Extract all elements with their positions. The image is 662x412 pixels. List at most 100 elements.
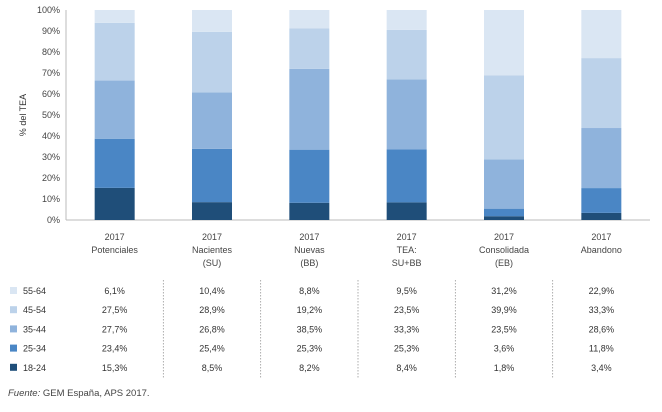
legend-swatch-25-34 — [10, 344, 17, 352]
category-name-label: Consolidada — [479, 245, 529, 255]
category-year-label: 2017 — [494, 232, 514, 242]
bar-segment-35-44 — [386, 79, 427, 150]
y-tick-label: 40% — [42, 131, 60, 141]
bar-segment-55-64 — [192, 10, 232, 32]
source-text: GEM España, APS 2017. — [40, 388, 150, 399]
bar-segment-55-64 — [289, 10, 330, 29]
table-cell-value: 33,3% — [394, 324, 420, 334]
bar-segment-35-44 — [94, 80, 135, 139]
bar-segment-45-54 — [192, 31, 232, 93]
table-cell-value: 8,2% — [299, 363, 320, 373]
y-tick-label: 70% — [42, 68, 60, 78]
legend-label: 55-64 — [23, 286, 46, 296]
bar-segment-45-54 — [581, 58, 622, 129]
bar-segment-35-44 — [192, 92, 232, 149]
bar-segment-25-34 — [94, 138, 135, 188]
table-cell-value: 23,5% — [394, 305, 420, 315]
legend-swatch-35-44 — [10, 325, 17, 333]
y-tick-label: 60% — [42, 89, 60, 99]
table-cell-value: 27,7% — [102, 324, 128, 334]
bar-segment-25-34 — [386, 149, 427, 203]
table-cell-value: 39,9% — [491, 305, 517, 315]
bar-segment-25-34 — [581, 188, 622, 213]
table-cell-value: 6,1% — [104, 286, 125, 296]
bar-segment-25-34 — [192, 148, 232, 203]
bar-segment-18-24 — [289, 202, 330, 220]
category-name-label: Potenciales — [91, 245, 138, 255]
table-cell-value: 1,8% — [494, 363, 515, 373]
category-year-label: 2017 — [105, 232, 125, 242]
table-cell-value: 8,4% — [396, 363, 417, 373]
bar-segment-45-54 — [289, 28, 330, 69]
table-cell-value: 10,4% — [199, 286, 225, 296]
table-cell-value: 31,2% — [491, 286, 517, 296]
table-cell-value: 8,5% — [202, 363, 223, 373]
table-cell-value: 28,6% — [589, 324, 615, 334]
table-cell-value: 15,3% — [102, 363, 128, 373]
category-name-label: TEA: — [397, 245, 417, 255]
y-tick-label: 0% — [47, 215, 60, 225]
legend-label: 18-24 — [23, 363, 46, 373]
table-cell-value: 3,4% — [591, 363, 612, 373]
bar-segment-55-64 — [484, 10, 524, 76]
source-note: Fuente: GEM España, APS 2017. — [8, 388, 150, 399]
category-year-label: 2017 — [299, 232, 319, 242]
legend-swatch-18-24 — [10, 363, 17, 371]
category-name-label: Nacientes — [192, 245, 233, 255]
bar-segment-35-44 — [289, 68, 330, 150]
table-cell-value: 25,3% — [394, 344, 420, 354]
table-cell-value: 23,4% — [102, 344, 128, 354]
legend-label: 35-44 — [23, 324, 46, 334]
bar-segment-18-24 — [386, 202, 427, 220]
y-tick-label: 80% — [42, 47, 60, 57]
source-label: Fuente: — [8, 388, 41, 399]
table-cell-value: 38,5% — [297, 324, 323, 334]
y-tick-label: 20% — [42, 173, 60, 183]
bar-segment-45-54 — [94, 22, 135, 81]
y-tick-label: 90% — [42, 26, 60, 36]
bar-segment-35-44 — [581, 128, 622, 189]
y-tick-label: 100% — [37, 5, 60, 15]
table-cell-value: 28,9% — [199, 305, 225, 315]
bar-segment-55-64 — [581, 10, 622, 59]
table-cell-value: 25,4% — [199, 344, 225, 354]
category-subname-label: (EB) — [495, 258, 513, 268]
category-name-label: Abandono — [581, 245, 622, 255]
bar-segment-25-34 — [484, 208, 524, 217]
bar-segment-55-64 — [94, 10, 135, 23]
category-subname-label: (BB) — [300, 258, 318, 268]
legend-swatch-45-54 — [10, 306, 17, 314]
bar-segment-18-24 — [484, 216, 524, 220]
legend-label: 45-54 — [23, 305, 46, 315]
table-cell-value: 8,8% — [299, 286, 320, 296]
legend-label: 25-34 — [23, 344, 46, 354]
bar-segment-55-64 — [386, 10, 427, 30]
table-cell-value: 9,5% — [396, 286, 417, 296]
legend-swatch-55-64 — [10, 287, 17, 294]
bar-segment-18-24 — [192, 202, 232, 220]
table-cell-value: 22,9% — [589, 286, 615, 296]
bar-segment-45-54 — [484, 75, 524, 160]
category-subname-label: (SU) — [203, 258, 222, 268]
category-subname-label: SU+BB — [392, 258, 422, 268]
y-tick-label: 50% — [42, 110, 60, 120]
bar-segment-35-44 — [484, 159, 524, 209]
bar-segment-25-34 — [289, 149, 330, 203]
bar-segment-18-24 — [581, 212, 622, 220]
table-cell-value: 26,8% — [199, 324, 225, 334]
y-tick-label: 10% — [42, 194, 60, 204]
y-axis-title: % del TEA — [18, 94, 28, 136]
category-year-label: 2017 — [202, 232, 222, 242]
table-cell-value: 25,3% — [297, 344, 323, 354]
table-cell-value: 11,8% — [589, 344, 614, 354]
table-cell-value: 33,3% — [589, 305, 615, 315]
bar-segment-45-54 — [386, 29, 427, 80]
table-cell-value: 3,6% — [494, 344, 515, 354]
category-year-label: 2017 — [397, 232, 417, 242]
table-cell-value: 23,5% — [491, 324, 517, 334]
category-year-label: 2017 — [591, 232, 611, 242]
bar-segment-18-24 — [94, 187, 135, 220]
table-cell-value: 19,2% — [297, 305, 323, 315]
category-name-label: Nuevas — [294, 245, 325, 255]
